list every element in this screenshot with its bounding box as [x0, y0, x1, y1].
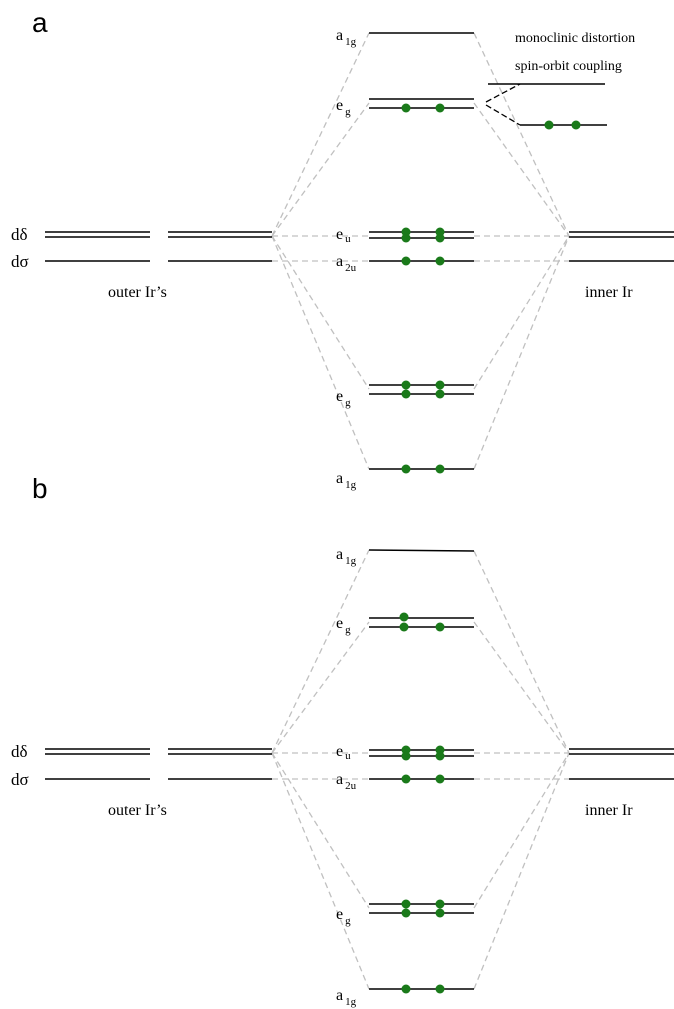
- connector-right-a1g-top: [473, 32, 570, 237]
- inner-ir-levels: [569, 748, 674, 780]
- connector-lines: [271, 32, 570, 470]
- outer-ir-label: outer Ir’s: [108, 284, 167, 301]
- connector-left-eg-upper: [271, 621, 370, 754]
- panel-b: b dδ dσ outer Ir’s: [11, 473, 674, 1008]
- connector-left-a1g-top: [271, 549, 370, 754]
- connector-right-eg-lower: [473, 752, 570, 909]
- d-delta-label: dδ: [11, 225, 28, 244]
- d-sigma-label: dσ: [11, 770, 29, 789]
- mo-levels: [369, 32, 607, 470]
- electron: [435, 380, 445, 390]
- panel-a: a dδ dσ outer Ir’s: [11, 7, 674, 491]
- electron: [435, 233, 445, 243]
- mo-a1g-top-level: [368, 549, 475, 552]
- electron: [435, 774, 445, 784]
- d-sigma-label: dσ: [11, 252, 29, 271]
- mo-label-a2u: a 2u: [336, 771, 357, 792]
- connector-right-eg-upper: [473, 102, 570, 237]
- electron: [399, 612, 409, 622]
- split-connectors: [485, 83, 521, 126]
- electron: [435, 389, 445, 399]
- connector-left-a1g-bottom: [271, 235, 370, 470]
- connector-right-a1g-bottom: [473, 235, 570, 470]
- electron: [571, 120, 581, 130]
- electron: [401, 774, 411, 784]
- panel-label: a: [32, 7, 48, 38]
- electron: [401, 389, 411, 399]
- electron: [401, 908, 411, 918]
- electron: [435, 103, 445, 113]
- d-delta-label: dδ: [11, 742, 28, 761]
- connector-right-a1g-bottom: [473, 752, 570, 990]
- electrons: [399, 612, 445, 994]
- electron: [401, 233, 411, 243]
- mo-levels: [368, 549, 475, 990]
- electron: [399, 622, 409, 632]
- connector-left-a1g-top: [271, 32, 370, 237]
- inner-ir-label: inner Ir: [585, 802, 633, 819]
- connector-lines: [271, 549, 570, 990]
- outer-ir-label: outer Ir’s: [108, 802, 167, 819]
- mo-label-a1g-top: a 1g: [336, 27, 357, 48]
- electron: [401, 103, 411, 113]
- electron: [435, 622, 445, 632]
- outer-ir-levels: [45, 748, 272, 780]
- mo-label-a2u: a 2u: [336, 253, 357, 274]
- inner-ir-levels: [569, 231, 674, 262]
- electron: [401, 380, 411, 390]
- mo-label-a1g-bottom: a 1g: [336, 987, 357, 1008]
- connector-right-a1g-top: [473, 550, 570, 754]
- electron: [401, 256, 411, 266]
- split-connector-lower: [485, 104, 521, 126]
- connector-right-eg-upper: [473, 621, 570, 754]
- electron: [435, 899, 445, 909]
- electron: [401, 464, 411, 474]
- mo-label-a1g-bottom: a 1g: [336, 470, 357, 491]
- connector-left-a1g-bottom: [271, 752, 370, 990]
- connector-left-eg-lower: [271, 235, 370, 390]
- split-connector-upper: [485, 83, 521, 103]
- panel-label: b: [32, 473, 48, 504]
- electron: [401, 984, 411, 994]
- annotation-spin-orbit: spin-orbit coupling: [515, 59, 622, 74]
- electron: [435, 464, 445, 474]
- connector-right-eg-lower: [473, 235, 570, 390]
- electron: [544, 120, 554, 130]
- electron: [435, 256, 445, 266]
- annotation-monoclinic: monoclinic distortion: [515, 31, 635, 46]
- connector-left-eg-lower: [271, 752, 370, 909]
- connector-left-eg-upper: [271, 102, 370, 237]
- electrons: [401, 103, 581, 474]
- electron: [435, 751, 445, 761]
- outer-ir-levels: [45, 231, 272, 262]
- electron: [401, 751, 411, 761]
- electron: [435, 908, 445, 918]
- electron: [435, 984, 445, 994]
- electron: [401, 899, 411, 909]
- inner-ir-label: inner Ir: [585, 284, 633, 301]
- mo-label-a1g-top: a 1g: [336, 546, 357, 567]
